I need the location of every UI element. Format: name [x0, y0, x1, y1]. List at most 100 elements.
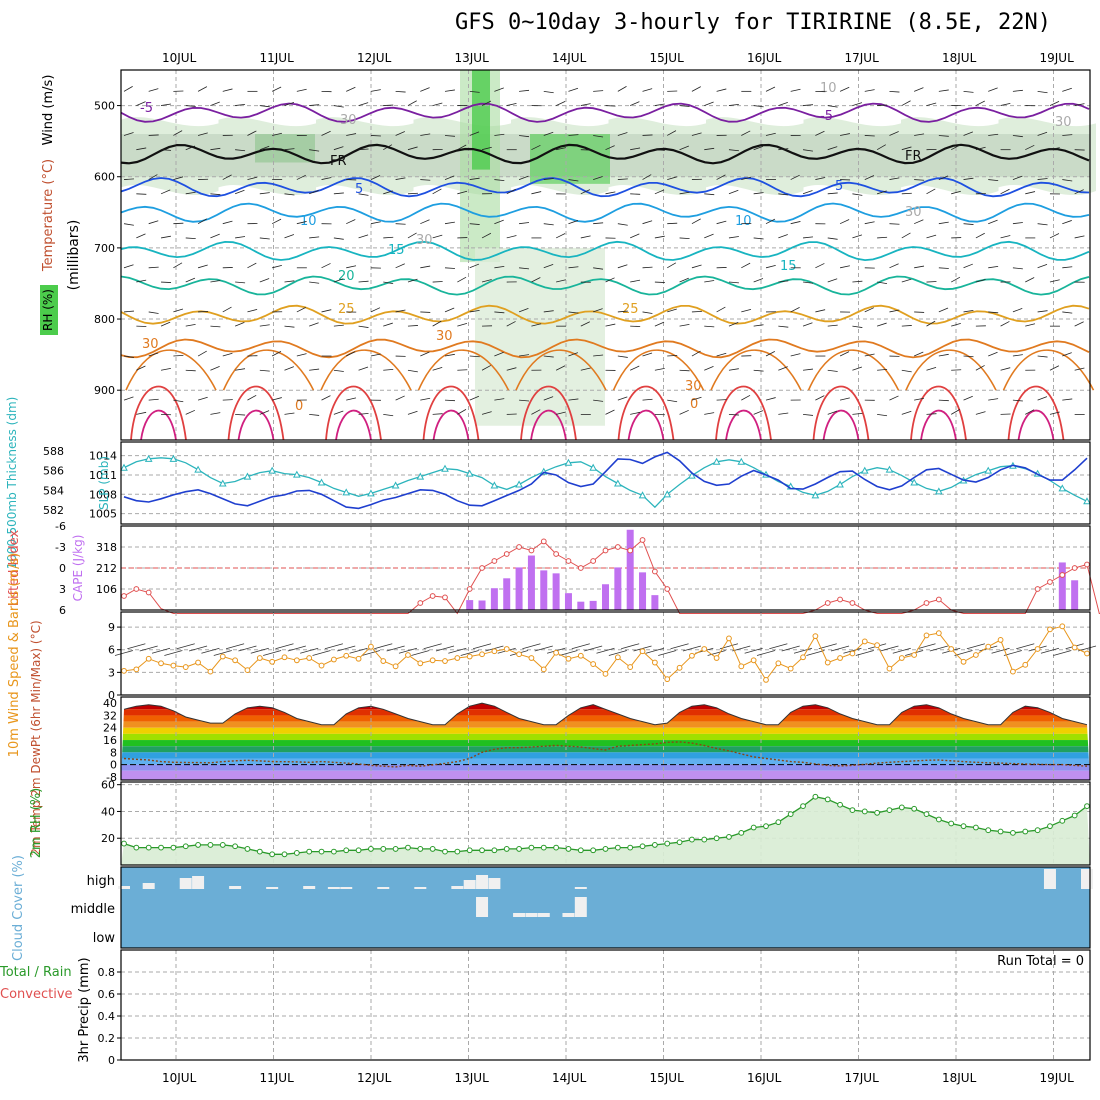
wind-speed-marker — [689, 652, 695, 659]
wind-barb — [580, 103, 591, 106]
wind-barb — [235, 103, 246, 106]
mid-cloud-bar — [513, 913, 526, 917]
rh-marker — [911, 805, 918, 812]
wind-barb — [423, 643, 442, 650]
wind-speed-marker — [158, 660, 164, 667]
slp-tick-label: 1008 — [89, 488, 117, 501]
contour-label: 5 — [835, 179, 843, 194]
ylabel-lifted-index: Lifted Index — [7, 529, 22, 606]
thickness-marker — [194, 465, 202, 473]
wind-barb — [197, 218, 208, 225]
thickness-marker — [712, 457, 721, 465]
thickness-marker — [910, 478, 918, 486]
li-tick-label: 6 — [59, 604, 66, 617]
lifted-index-marker — [145, 589, 152, 596]
wind-barb — [753, 237, 764, 240]
wind-barb — [494, 87, 504, 92]
wind-barb — [765, 350, 776, 357]
wind-barb — [123, 396, 134, 401]
wind-barb — [991, 647, 1010, 654]
high-cloud-bar — [414, 887, 427, 889]
wind-barb — [951, 190, 961, 195]
wind-barb — [469, 263, 480, 269]
wind-barb — [1037, 396, 1048, 401]
rh-marker — [368, 846, 374, 852]
wind-barb — [444, 135, 455, 137]
wind-barb — [691, 132, 702, 136]
rh-marker — [269, 851, 276, 858]
wind-barb — [630, 147, 641, 151]
wind-barb — [494, 351, 504, 357]
wind-barb — [333, 237, 344, 240]
wind-barb — [148, 220, 159, 225]
wind-barb — [803, 104, 814, 106]
wind-barb — [568, 134, 579, 136]
wind-barb — [198, 311, 209, 313]
wind-barb — [346, 86, 356, 92]
wind-barb — [309, 149, 320, 152]
wind-barb — [444, 89, 455, 92]
wind-barb — [1012, 267, 1023, 270]
lifted-index-marker — [466, 586, 473, 592]
wind-barb — [630, 233, 640, 239]
wind-barb — [704, 412, 715, 415]
lifted-index-marker — [133, 586, 140, 592]
thickness-tick-label: 584 — [43, 484, 64, 497]
wind-barb — [136, 279, 147, 283]
wind-barb — [568, 311, 579, 314]
wind-barb — [963, 309, 974, 313]
slp-tick-label: 1011 — [89, 469, 117, 482]
wind-barb — [877, 368, 888, 371]
wind-barb — [741, 130, 751, 136]
wind-barb — [839, 86, 850, 92]
wind-barb — [741, 308, 752, 313]
wind-barb — [716, 88, 727, 92]
wind-barb — [864, 221, 875, 225]
li-tick-label: 0 — [59, 562, 66, 575]
wind-barb — [852, 366, 863, 371]
wind-speed-marker — [750, 657, 757, 664]
wind-barb — [901, 278, 912, 283]
thickness-tick-label: 582 — [43, 504, 64, 517]
lifted-index-marker — [590, 558, 597, 564]
wind-barb — [469, 131, 480, 136]
date-label-top: 11JUL — [260, 51, 295, 65]
wind-barb — [333, 105, 344, 108]
isotherm-arch — [822, 409, 860, 441]
wind-barb — [790, 353, 801, 357]
isotherm-arch — [515, 349, 607, 391]
wind-barb — [518, 175, 529, 180]
wind-barb — [1062, 352, 1072, 357]
wind-barb — [148, 352, 159, 357]
wind-barb — [197, 132, 208, 136]
cape-bar — [626, 529, 634, 610]
wind-barb — [123, 264, 134, 269]
wind-barb — [584, 645, 603, 652]
wind-barb — [173, 308, 184, 313]
wind-barb — [818, 643, 837, 650]
wind-barb — [926, 234, 937, 239]
rh-marker — [207, 842, 214, 848]
high-cloud-bar — [192, 876, 205, 889]
wind-barb — [309, 413, 320, 416]
wind-barb — [839, 397, 850, 401]
wind-barb — [728, 103, 739, 106]
wind-barb — [914, 133, 925, 136]
wind-barb — [963, 90, 974, 93]
wind-barb — [494, 398, 505, 401]
wind-barb — [444, 175, 455, 180]
wind-barb — [136, 147, 147, 151]
mid-cloud-bar — [525, 913, 538, 917]
thickness-marker — [293, 470, 301, 478]
wind-speed-marker — [207, 668, 214, 675]
chart-title: GFS 0~10day 3-hourly for TIRIRINE (8.5E,… — [455, 10, 1052, 35]
wind-barb — [469, 395, 480, 401]
ylabel-rh2m: 2m RH (%) — [29, 788, 44, 859]
wind-barb — [951, 144, 961, 151]
rh-marker — [491, 847, 498, 854]
contour-label: 0 — [295, 399, 303, 414]
wind-barb — [753, 105, 764, 108]
wind-barb — [370, 307, 381, 313]
wind-barb — [704, 365, 714, 371]
wind-speed-marker — [479, 651, 485, 658]
